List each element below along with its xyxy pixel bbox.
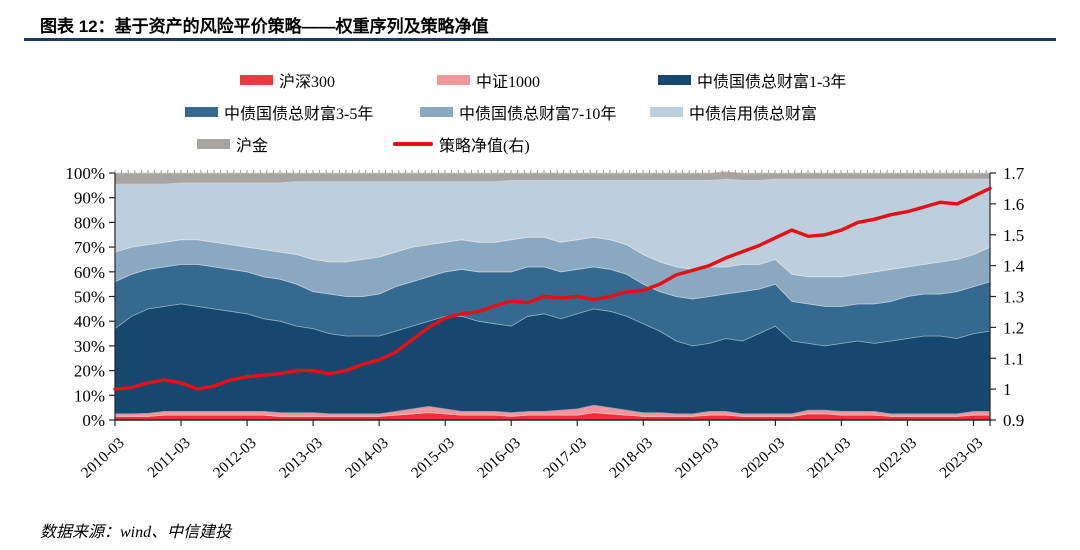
x-axis-label: 2011-03 xyxy=(144,434,194,481)
left-axis-label: 90% xyxy=(74,189,105,208)
right-axis-label: 1.2 xyxy=(1003,318,1024,337)
strategy-netvalue-line xyxy=(113,186,992,391)
legend-item: 中债国债总财富3-5年 xyxy=(185,100,420,124)
x-axis-label: 2014-03 xyxy=(342,434,392,481)
x-axis-label: 2019-03 xyxy=(672,434,722,481)
x-axis-label: 2022-03 xyxy=(870,434,920,481)
legend-item: 策略净值(右) xyxy=(393,132,530,156)
x-axis-label: 2015-03 xyxy=(408,434,458,481)
legend-row: 沪深300 中证1000 中债国债总财富1-3年 xyxy=(240,68,846,92)
x-axis-label: 2010-03 xyxy=(78,434,128,481)
left-axis-label: 10% xyxy=(74,386,105,405)
right-axis-label: 1.5 xyxy=(1003,226,1024,245)
legend-item: 中证1000 xyxy=(437,68,658,92)
right-axis-label: 0.9 xyxy=(1003,411,1024,430)
right-axis-label: 1 xyxy=(1003,380,1012,399)
legend-label: 沪深300 xyxy=(279,74,336,91)
right-axis-label: 1.7 xyxy=(1003,164,1025,183)
legend-box-swatch-icon xyxy=(420,107,453,117)
legend-box-swatch-icon xyxy=(197,139,230,149)
right-axis-label: 1.3 xyxy=(1003,288,1024,307)
x-axis-label: 2020-03 xyxy=(738,434,788,481)
legend-item: 中债信用债总财富 xyxy=(650,100,817,124)
left-axis-label: 80% xyxy=(74,213,105,232)
x-axis-label: 2013-03 xyxy=(276,434,326,481)
x-axis-label: 2021-03 xyxy=(804,434,854,481)
x-axis-label: 2016-03 xyxy=(474,434,524,481)
legend-item: 中债国债总财富1-3年 xyxy=(658,68,846,92)
figure-title: 图表 12：基于资产的风险平价策略——权重序列及策略净值 xyxy=(40,17,489,36)
data-source-note: 数据来源：wind、中信建投 xyxy=(40,524,232,541)
legend-label: 中证1000 xyxy=(476,74,541,91)
x-axis-label: 2017-03 xyxy=(540,434,590,481)
legend-label: 沪金 xyxy=(236,138,269,155)
legend-box-swatch-icon xyxy=(185,107,218,117)
x-axis-label: 2023-03 xyxy=(936,434,986,481)
left-axis-label: 40% xyxy=(74,312,105,331)
legend-row: 中债国债总财富3-5年 中债国债总财富7-10年 中债信用债总财富 xyxy=(185,100,817,124)
legend-item: 中债国债总财富7-10年 xyxy=(420,100,650,124)
right-axis-label: 1.4 xyxy=(1003,257,1025,276)
legend-label: 中债信用债总财富 xyxy=(689,106,818,123)
right-axis-label: 1.1 xyxy=(1003,349,1024,368)
legend-label: 策略净值(右) xyxy=(439,138,530,155)
x-axis-label: 2012-03 xyxy=(210,434,260,481)
left-axis-label: 50% xyxy=(74,288,105,307)
legend-box-swatch-icon xyxy=(437,75,470,85)
legend-box-swatch-icon xyxy=(650,107,683,117)
legend-label: 中债国债总财富3-5年 xyxy=(224,106,374,123)
left-axis-label: 20% xyxy=(74,362,105,381)
legend-item: 沪深300 xyxy=(240,68,437,92)
left-axis-label: 70% xyxy=(74,238,105,257)
left-axis-label: 30% xyxy=(74,337,105,356)
legend-label: 中债国债总财富1-3年 xyxy=(697,74,847,91)
legend-item: 沪金 xyxy=(197,132,393,156)
legend-line-swatch-icon xyxy=(393,142,433,146)
x-axis-label: 2018-03 xyxy=(606,434,656,481)
left-axis-label: 0% xyxy=(82,411,105,430)
left-axis-label: 60% xyxy=(74,263,105,282)
left-axis-label: 100% xyxy=(65,164,105,183)
right-axis-label: 1.6 xyxy=(1003,195,1024,214)
legend-label: 中债国债总财富7-10年 xyxy=(459,106,617,123)
legend-row: 沪金 策略净值(右) xyxy=(197,132,530,156)
legend-box-swatch-icon xyxy=(658,75,691,85)
legend-box-swatch-icon xyxy=(240,75,273,85)
title-divider xyxy=(24,38,1056,41)
